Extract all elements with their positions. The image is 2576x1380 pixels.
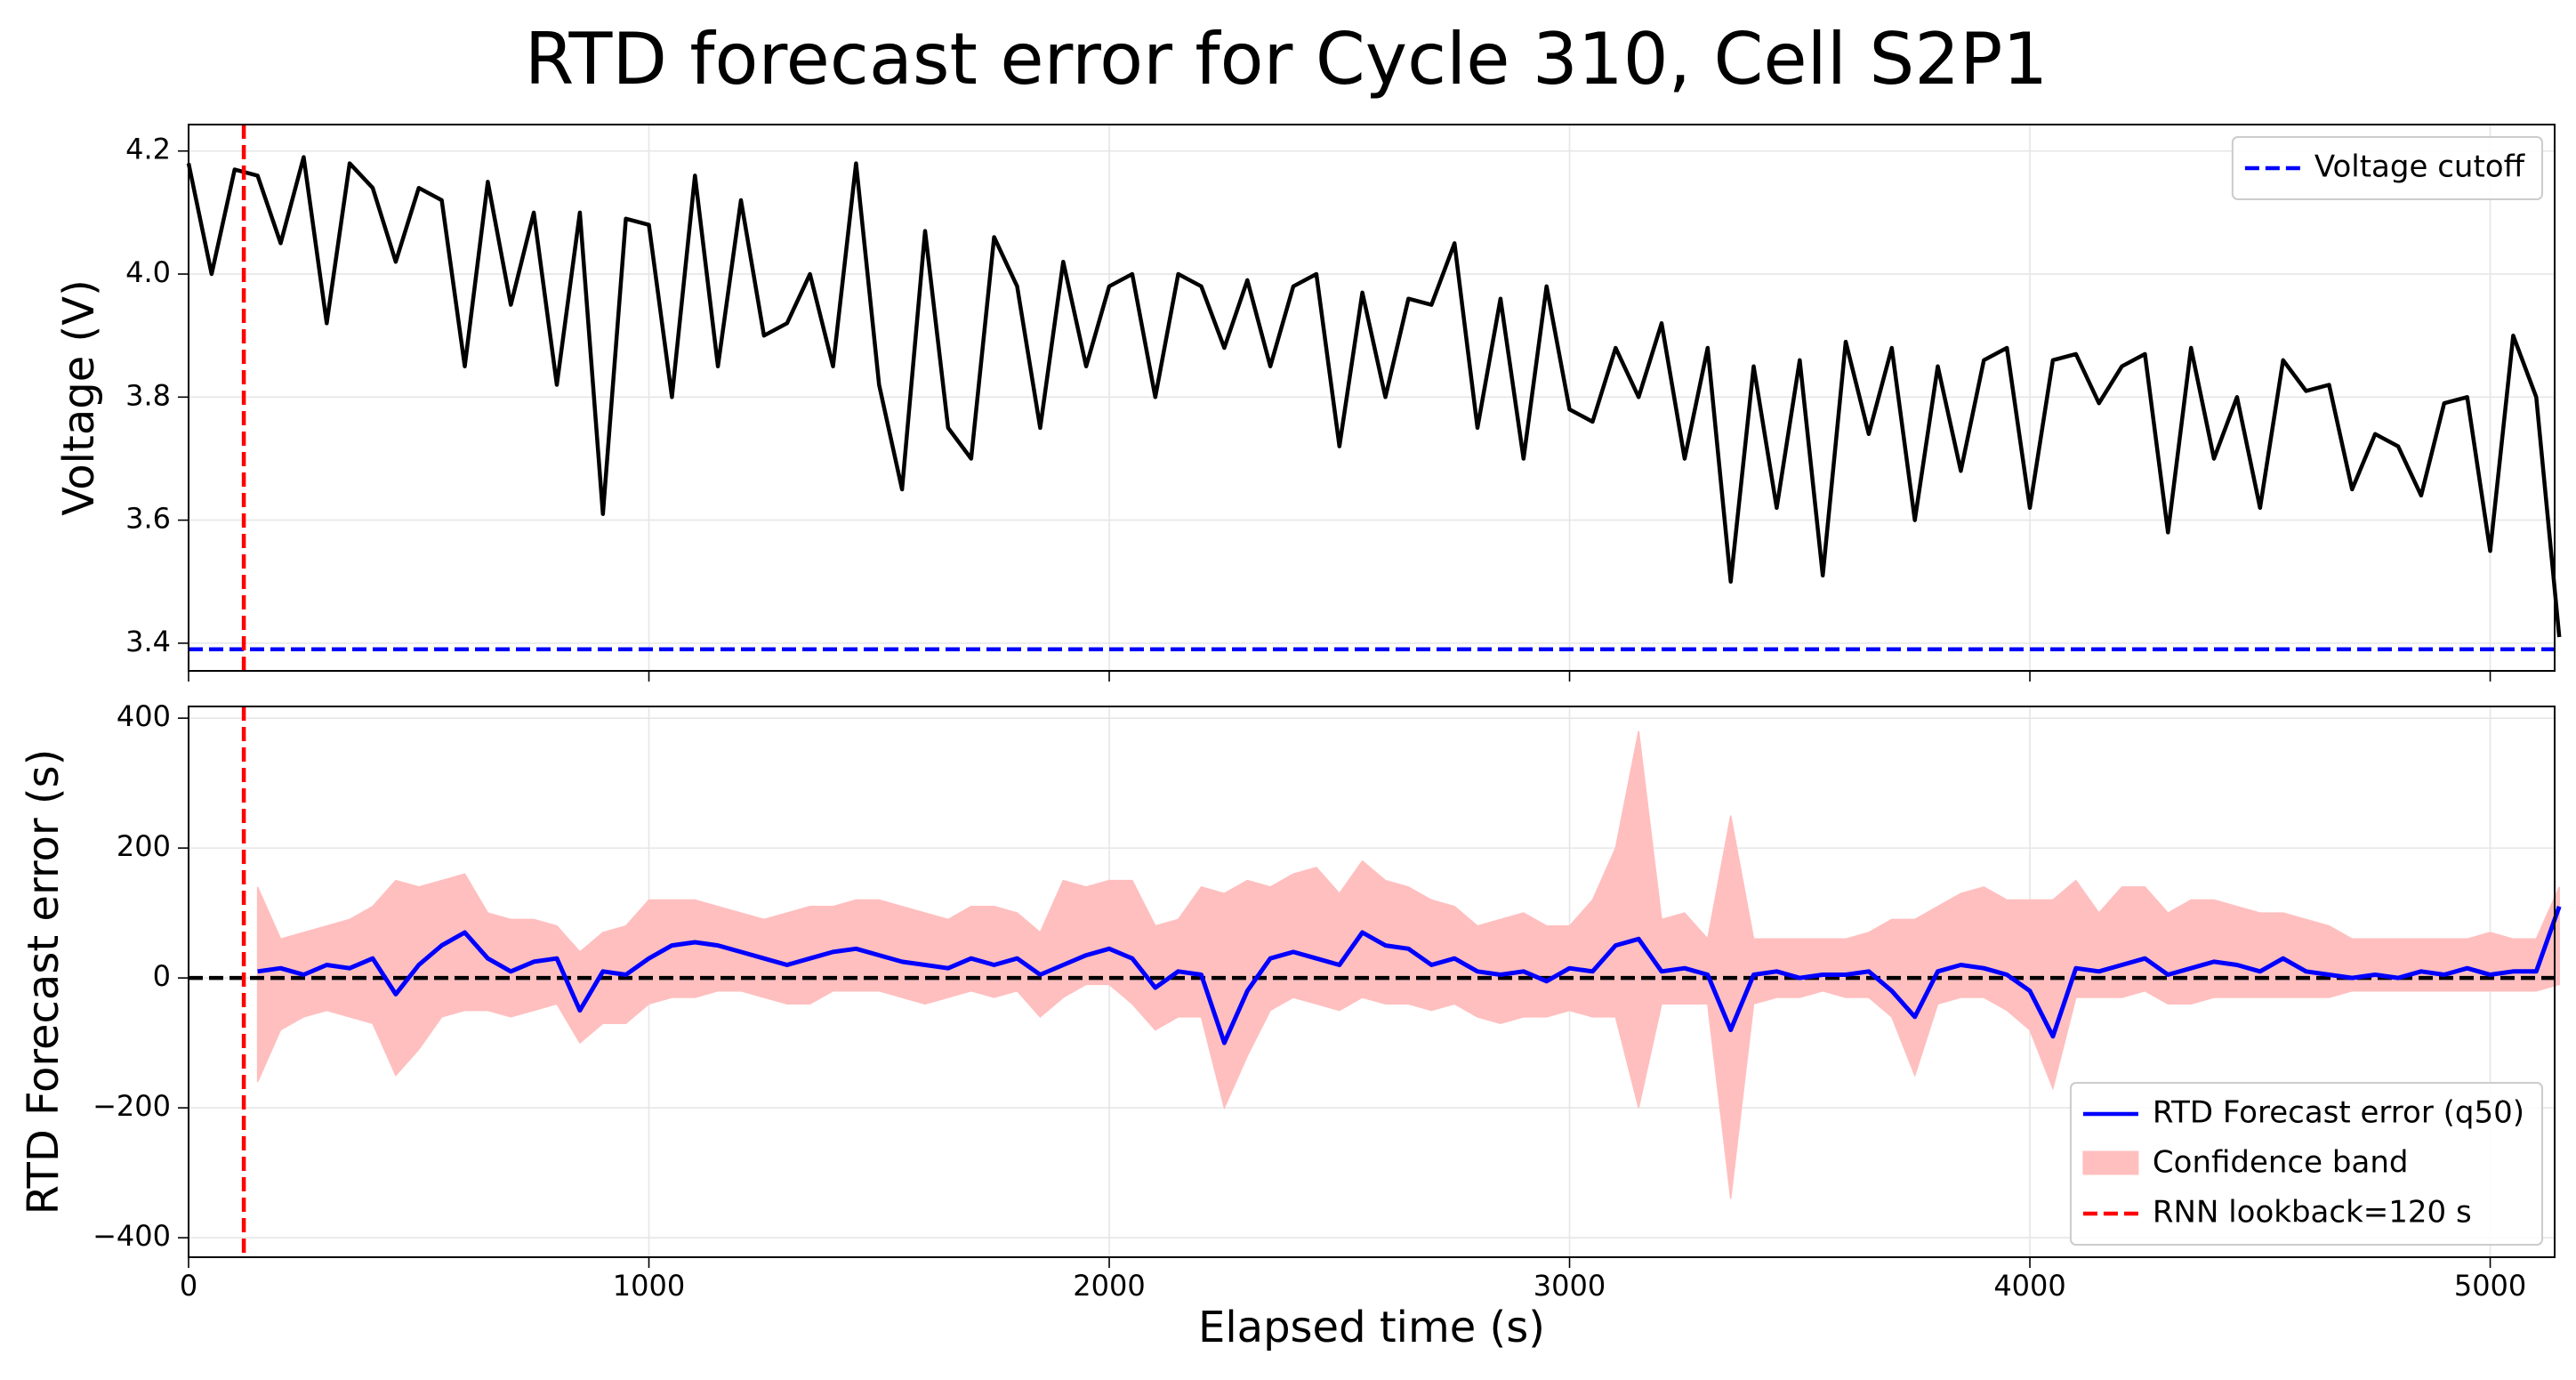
data-line bbox=[257, 905, 2562, 1045]
panel: 3.4 3.6 3.8 4.0 4.2 Voltage (V) Voltage cutoff bbox=[54, 124, 2562, 682]
x-tick-label: 4000 bbox=[1993, 1269, 2065, 1303]
figure-title: RTD forecast error for Cycle 310, Cell S… bbox=[525, 18, 2049, 101]
y-axis-label: Voltage (V) bbox=[54, 279, 104, 516]
y-tick-label: 3.6 bbox=[125, 502, 171, 536]
panel: 0 1000 2000 3000 4000 5000 −400 −200 0 200 400 RTD … bbox=[19, 699, 2562, 1352]
x-tick-label: 3000 bbox=[1534, 1269, 1606, 1303]
x-axis-label: Elapsed time (s) bbox=[1198, 1303, 1545, 1352]
legend-box bbox=[2231, 136, 2543, 200]
x-tick-label: 0 bbox=[180, 1269, 197, 1303]
legend-box bbox=[2069, 1082, 2543, 1246]
y-tick-label: −400 bbox=[93, 1219, 171, 1253]
legend-label: Confidence band bbox=[2153, 1145, 2409, 1181]
x-tick-label: 5000 bbox=[2454, 1269, 2526, 1303]
y-tick-label: 4.2 bbox=[125, 133, 171, 166]
y-tick-label: 4.0 bbox=[125, 255, 171, 289]
legend: RTD Forecast error (q50) Confidence band R… bbox=[2069, 1082, 2543, 1246]
legend-label: RNN lookback=120 s bbox=[2153, 1195, 2472, 1231]
x-tick-label: 2000 bbox=[1073, 1269, 1145, 1303]
y-tick-label: −200 bbox=[93, 1089, 171, 1123]
y-tick-label: 400 bbox=[117, 699, 171, 733]
y-tick-label: 3.4 bbox=[125, 625, 171, 658]
axes-frame bbox=[188, 706, 2556, 1258]
y-axis-label: RTD Forecast error (s) bbox=[19, 749, 68, 1215]
axes-frame bbox=[188, 124, 2556, 672]
legend-label: RTD Forecast error (q50) bbox=[2153, 1095, 2524, 1131]
y-tick-label: 3.8 bbox=[125, 378, 171, 412]
y-tick-label: 0 bbox=[153, 959, 171, 993]
legend-swatch bbox=[2082, 1150, 2139, 1175]
x-tick-label: 1000 bbox=[613, 1269, 685, 1303]
legend: Voltage cutoff bbox=[2231, 136, 2543, 200]
data-line bbox=[186, 155, 2562, 638]
legend-label: Voltage cutoff bbox=[2314, 149, 2526, 185]
confidence-band bbox=[256, 730, 2560, 1199]
y-tick-label: 200 bbox=[117, 829, 171, 863]
